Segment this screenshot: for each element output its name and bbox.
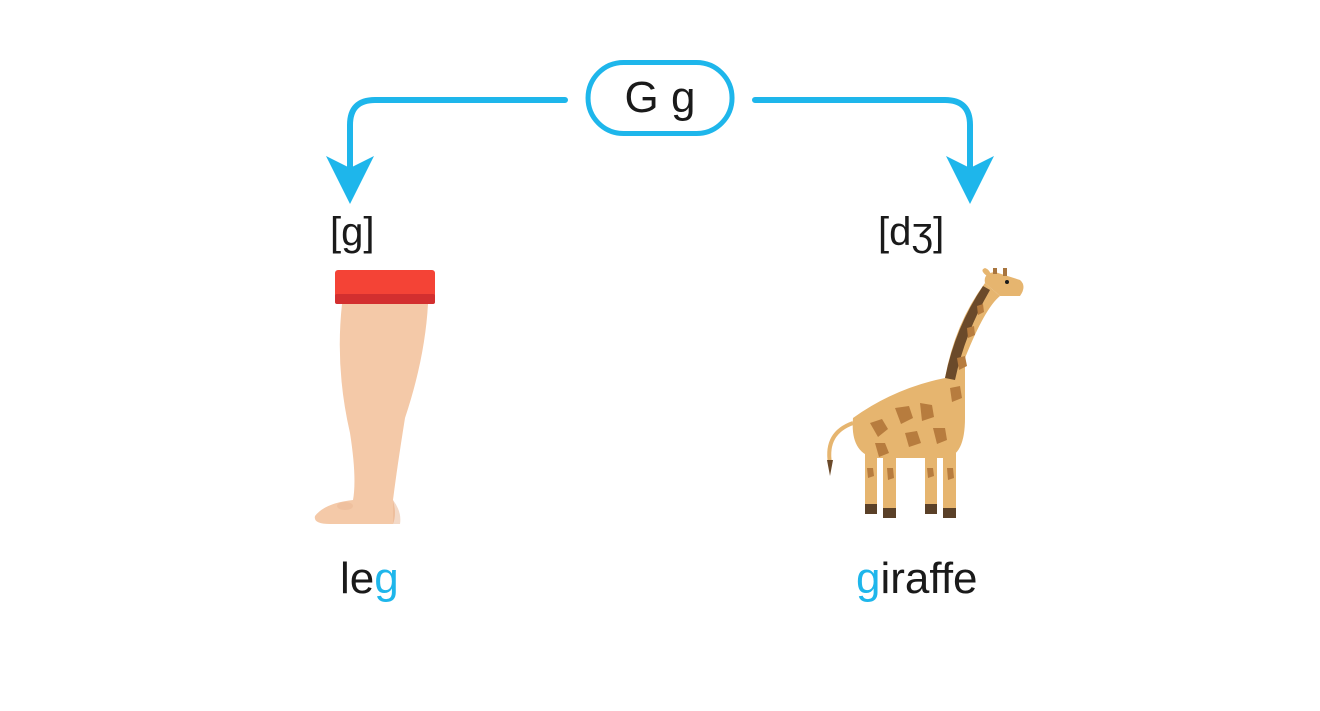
giraffe-tail xyxy=(829,423,853,463)
giraffe-horn-2 xyxy=(1003,268,1007,276)
giraffe-leg-front-1 xyxy=(883,453,896,515)
giraffe-hoof-1 xyxy=(865,504,877,514)
leg-shape xyxy=(340,304,428,500)
giraffe-hoof-2 xyxy=(925,504,937,514)
word-left-highlight: g xyxy=(374,554,398,603)
word-left: leg xyxy=(340,554,399,604)
arrow-right xyxy=(755,100,970,180)
giraffe-eye xyxy=(1005,280,1009,284)
giraffe-tail-tuft xyxy=(827,460,833,476)
word-left-prefix: le xyxy=(340,554,374,603)
foot xyxy=(315,500,395,524)
shorts-hem xyxy=(335,294,435,304)
letter-capsule: G g xyxy=(586,60,735,136)
word-right: giraffe xyxy=(856,554,978,604)
ankle-bone xyxy=(337,502,353,510)
phonetic-left: [g] xyxy=(330,210,374,255)
giraffe-leg-front-2 xyxy=(943,453,956,515)
word-right-highlight: g xyxy=(856,554,880,603)
arrow-left xyxy=(350,100,565,180)
phonetic-right: [dʒ] xyxy=(878,210,944,255)
word-right-suffix: iraffe xyxy=(880,554,977,603)
giraffe-horn-1 xyxy=(993,268,997,274)
giraffe-illustration xyxy=(815,268,1035,528)
heel-shade xyxy=(393,500,400,524)
giraffe-hoof-3 xyxy=(883,508,896,518)
giraffe-hoof-4 xyxy=(943,508,956,518)
leg-illustration xyxy=(275,268,495,528)
